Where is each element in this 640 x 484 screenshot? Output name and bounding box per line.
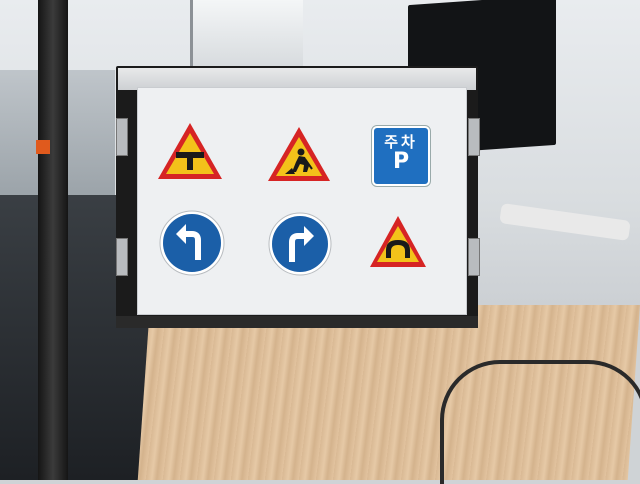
camera-pole (38, 0, 68, 480)
right-clip-top (468, 118, 480, 156)
parking-sign-letter: P (392, 149, 410, 174)
left-clip-bottom (116, 238, 128, 276)
left-clip-top (116, 118, 128, 156)
right-clip-bottom (468, 238, 480, 276)
parking-sign-icon: 주차 P (372, 126, 430, 186)
parking-sign-text: 주차 (384, 133, 418, 151)
t-junction-warning-icon (158, 123, 222, 179)
window (190, 0, 303, 70)
sign-board-bottom (116, 316, 478, 328)
sign-board-top (118, 68, 476, 90)
turn-left-arrow-icon (159, 210, 225, 276)
sign-sheet (138, 88, 466, 314)
cable (440, 360, 640, 484)
pole-tag (36, 140, 50, 154)
road-work-warning-icon (268, 127, 330, 181)
turn-right-arrow-icon (268, 212, 332, 276)
tunnel-warning-icon (370, 216, 426, 267)
